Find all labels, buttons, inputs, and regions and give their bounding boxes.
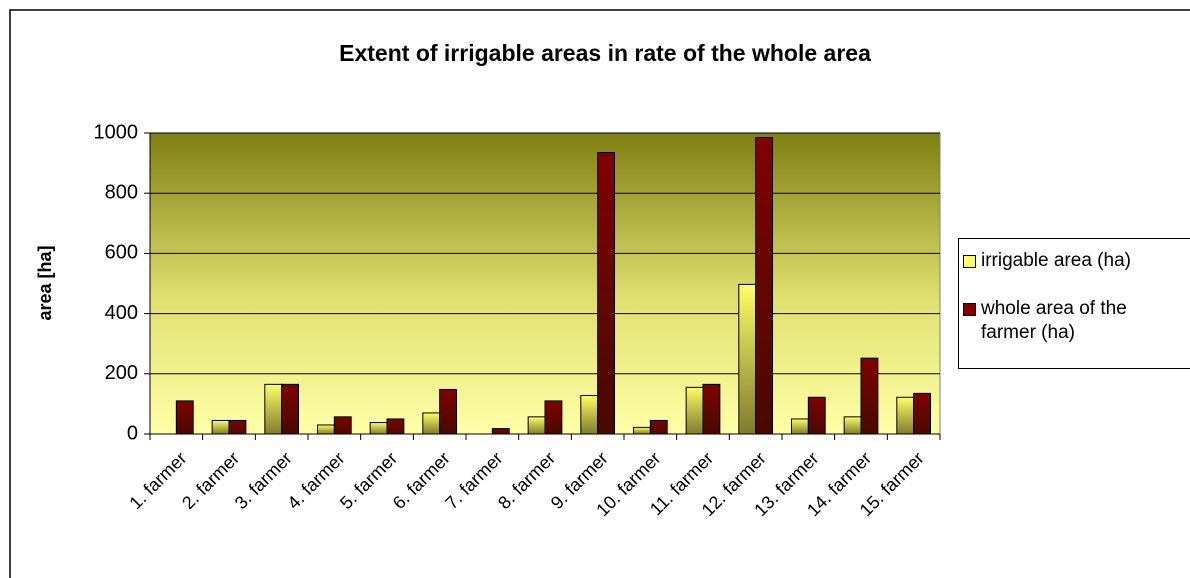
bar [790,418,809,435]
bar [896,396,915,435]
legend-swatch [963,255,976,268]
bar [860,357,879,435]
legend-swatch [963,303,976,316]
bar [333,416,352,435]
bar [913,392,932,435]
legend: irrigable area (ha) whole area of the far… [958,238,1190,369]
legend-label: whole area of the farmer (ha) [981,298,1127,343]
y-axis-title: area [ha] [35,245,55,320]
bar [843,416,862,435]
bar [632,426,651,435]
bar [316,424,335,435]
bar [439,388,458,435]
bar [685,386,704,435]
bar [738,283,757,435]
legend-item: irrigable area (ha) [959,249,1186,273]
y-tick-label: 600 [105,242,138,264]
bar [544,400,563,435]
bar [264,383,283,435]
bar [281,383,300,435]
y-tick-label: 800 [105,181,138,203]
bar [597,152,616,435]
bar [369,422,388,435]
y-tick-label: 200 [105,362,138,384]
bar [807,396,826,435]
bar [228,419,247,435]
bar [211,419,230,435]
bar [386,418,405,435]
bar [422,412,441,435]
bar [175,400,194,435]
bar [491,428,510,435]
plot-area [149,132,941,435]
y-tick-label: 1000 [94,121,139,143]
bar [702,383,721,435]
y-tick-label: 0 [127,422,138,444]
legend-label: irrigable area (ha) [981,250,1131,271]
chart-title: Extent of irrigable areas in rate of the… [339,40,871,66]
bar [580,394,599,435]
y-tick-label: 400 [105,302,138,324]
bar [755,137,774,435]
bar [649,419,668,435]
legend-item: whole area of the farmer (ha) [959,297,1186,345]
bar [527,416,546,435]
